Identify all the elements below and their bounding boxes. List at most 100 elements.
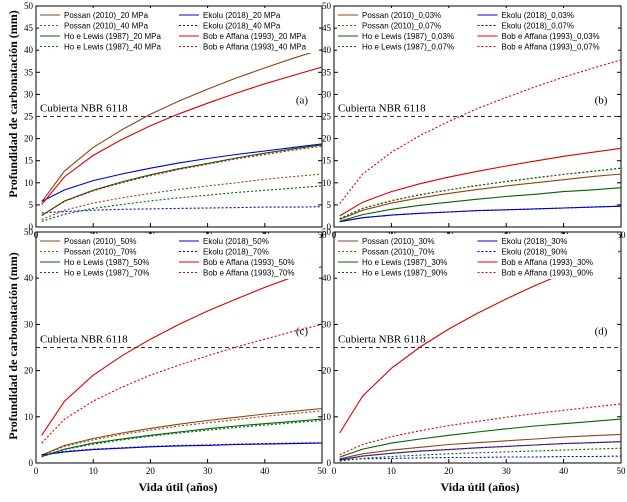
legend-label: Ekolu (2018)_50%: [203, 237, 269, 246]
series-line: [41, 323, 322, 444]
y-tick-label: 35: [24, 67, 34, 77]
series-line: [41, 66, 322, 205]
y-tick-label: 50: [322, 227, 332, 237]
reference-line-label: Cubierta NBR 6118: [40, 334, 128, 346]
legend-label: Ho e Lewis (1987)_0,07%: [362, 43, 454, 52]
series-line: [41, 419, 322, 458]
x-tick-label: 50: [617, 466, 627, 476]
series-line: [339, 187, 621, 222]
reference-line-label: Cubierta NBR 6118: [338, 334, 426, 346]
legend-label: Bob e Affana (1993)_90%: [502, 269, 593, 278]
y-tick-label: 20: [322, 134, 332, 144]
series-line: [339, 447, 621, 462]
series-line: [339, 403, 621, 456]
series-line: [41, 206, 322, 214]
y-tick-label: 5: [29, 200, 34, 210]
y-tick-label: 10: [24, 412, 34, 422]
y-tick-label: 40: [24, 273, 34, 283]
series-line: [339, 205, 621, 223]
panel-letter: (a): [296, 95, 309, 107]
y-tick-label: 10: [24, 178, 34, 188]
y-tick-label: 30: [322, 89, 332, 99]
legend-label: Ho e Lewis (1987)_20 MPa: [64, 32, 161, 41]
series-line: [339, 205, 621, 223]
y-tick-label: 50: [322, 1, 332, 11]
panel-letter: (d): [595, 326, 608, 338]
y-tick-label: 20: [322, 366, 332, 376]
legend-label: Ho e Lewis (1987)_0,03%: [362, 32, 454, 41]
y-tick-label: 0: [29, 458, 34, 468]
y-tick-label: 15: [322, 156, 332, 166]
y-tick-label: 30: [24, 319, 34, 329]
x-tick-label: 0: [332, 466, 337, 476]
y-tick-label: 50: [24, 1, 34, 11]
legend-label: Bob e Affana (1993)_40 MPa: [203, 43, 307, 52]
x-axis-title-right: Vida útil (años): [441, 480, 520, 494]
panel-letter: (b): [595, 95, 608, 107]
legend-label: Possan (2010)_70%: [362, 248, 435, 257]
chart-panel: 0510152025303540455001020304050Cubierta …: [322, 1, 626, 240]
series-group: [41, 266, 322, 458]
x-axis-title-left: Vida útil (años): [139, 480, 218, 494]
x-tick-label: 30: [203, 466, 213, 476]
x-tick-label: 50: [318, 466, 328, 476]
chart-panel: 0510152025303540455001020304050Cubierta …: [24, 1, 327, 240]
legend-label: Bob e Affana (1993)_30%: [502, 258, 593, 267]
series-line: [41, 48, 322, 203]
legend-label: Ekolu (2018)_30%: [502, 237, 568, 246]
y-tick-label: 40: [24, 45, 34, 55]
x-tick-label: 40: [559, 466, 569, 476]
series-line: [41, 407, 322, 456]
legend-label: Possan (2010)_20 MPa: [64, 11, 149, 20]
series-line: [339, 455, 621, 461]
panels: 0510152025303540455001020304050Cubierta …: [24, 1, 626, 476]
legend-label: Possan (2010)_70%: [64, 248, 137, 257]
series-line: [339, 441, 621, 461]
x-tick-label: 10: [387, 466, 397, 476]
legend-label: Possan (2010)_0,03%: [362, 11, 441, 20]
legend-label: Possan (2010)_50%: [64, 237, 137, 246]
legend-label: Ho e Lewis (1987)_40 MPa: [64, 43, 161, 52]
series-line: [41, 410, 322, 457]
y-tick-label: 0: [327, 458, 332, 468]
legend-label: Bob e Affana (1993)_0,07%: [502, 43, 600, 52]
series-line: [41, 144, 322, 216]
y-tick-label: 0: [29, 222, 34, 232]
legend-label: Ekolu (2018)_90%: [502, 248, 568, 257]
legend-label: Ekolu (2018)_40 MPa: [203, 22, 281, 31]
series-line: [339, 433, 621, 460]
series-line: [41, 143, 322, 202]
panel-letter: (c): [296, 326, 309, 338]
y-tick-label: 0: [327, 222, 332, 232]
legend-label: Bob e Affana (1993)_50%: [203, 258, 294, 267]
x-tick-label: 30: [502, 466, 512, 476]
y-tick-label: 20: [24, 366, 34, 376]
legend-label: Possan (2010)_0,07%: [362, 22, 441, 31]
y-tick-label: 40: [322, 273, 332, 283]
legend-label: Ekolu (2018)_20 MPa: [203, 11, 281, 20]
legend-label: Bob e Affana (1993)_70%: [203, 269, 294, 278]
legend-label: Ekolu (2018)_0,07%: [502, 22, 575, 31]
y-tick-label: 20: [24, 134, 34, 144]
y-tick-label: 30: [24, 89, 34, 99]
y-tick-label: 40: [322, 45, 332, 55]
y-tick-label: 25: [24, 112, 34, 122]
legend-label: Bob e Affana (1993)_20 MPa: [203, 32, 307, 41]
series-line: [41, 442, 322, 456]
legend-label: Ho e Lewis (1987)_30%: [362, 258, 447, 267]
legend-label: Ekolu (2018)_70%: [203, 248, 269, 257]
legend-label: Possan (2010)_40 MPa: [64, 22, 149, 31]
x-tick-label: 20: [444, 466, 454, 476]
series-line: [41, 185, 322, 222]
y-tick-label: 50: [24, 227, 34, 237]
series-line: [339, 59, 621, 204]
series-group: [339, 59, 621, 223]
y-tick-label: 35: [322, 67, 332, 77]
x-tick-label: 10: [89, 466, 99, 476]
y-tick-label: 45: [24, 23, 34, 33]
chart-panel: 0 10 20 30 40 50 0 10 20 30 40 50 Cubierta NBR 6118 (…: [24, 227, 327, 476]
series-line: [41, 266, 322, 436]
series-line: [339, 147, 621, 217]
legend-label: Ho e Lewis (1987)_50%: [64, 258, 149, 267]
